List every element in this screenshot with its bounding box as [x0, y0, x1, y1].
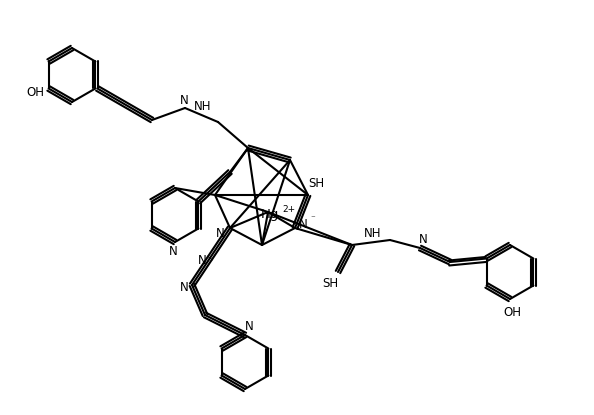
Text: ⁻: ⁻ — [310, 215, 315, 224]
Text: 2+: 2+ — [282, 205, 295, 213]
Text: N: N — [198, 254, 206, 266]
Text: N: N — [179, 281, 188, 293]
Text: N: N — [419, 232, 427, 246]
Text: OH: OH — [503, 305, 521, 318]
Text: N: N — [169, 244, 178, 257]
Text: SH: SH — [308, 176, 324, 190]
Text: SH: SH — [322, 276, 338, 290]
Text: N: N — [179, 93, 188, 107]
Text: N: N — [216, 227, 225, 239]
Text: N: N — [245, 320, 254, 332]
Text: N: N — [299, 217, 307, 230]
Text: NH: NH — [194, 100, 211, 112]
Text: Hg: Hg — [261, 208, 279, 220]
Text: NH: NH — [364, 227, 382, 240]
Text: ⁻: ⁻ — [226, 225, 230, 234]
Text: OH: OH — [27, 86, 45, 99]
